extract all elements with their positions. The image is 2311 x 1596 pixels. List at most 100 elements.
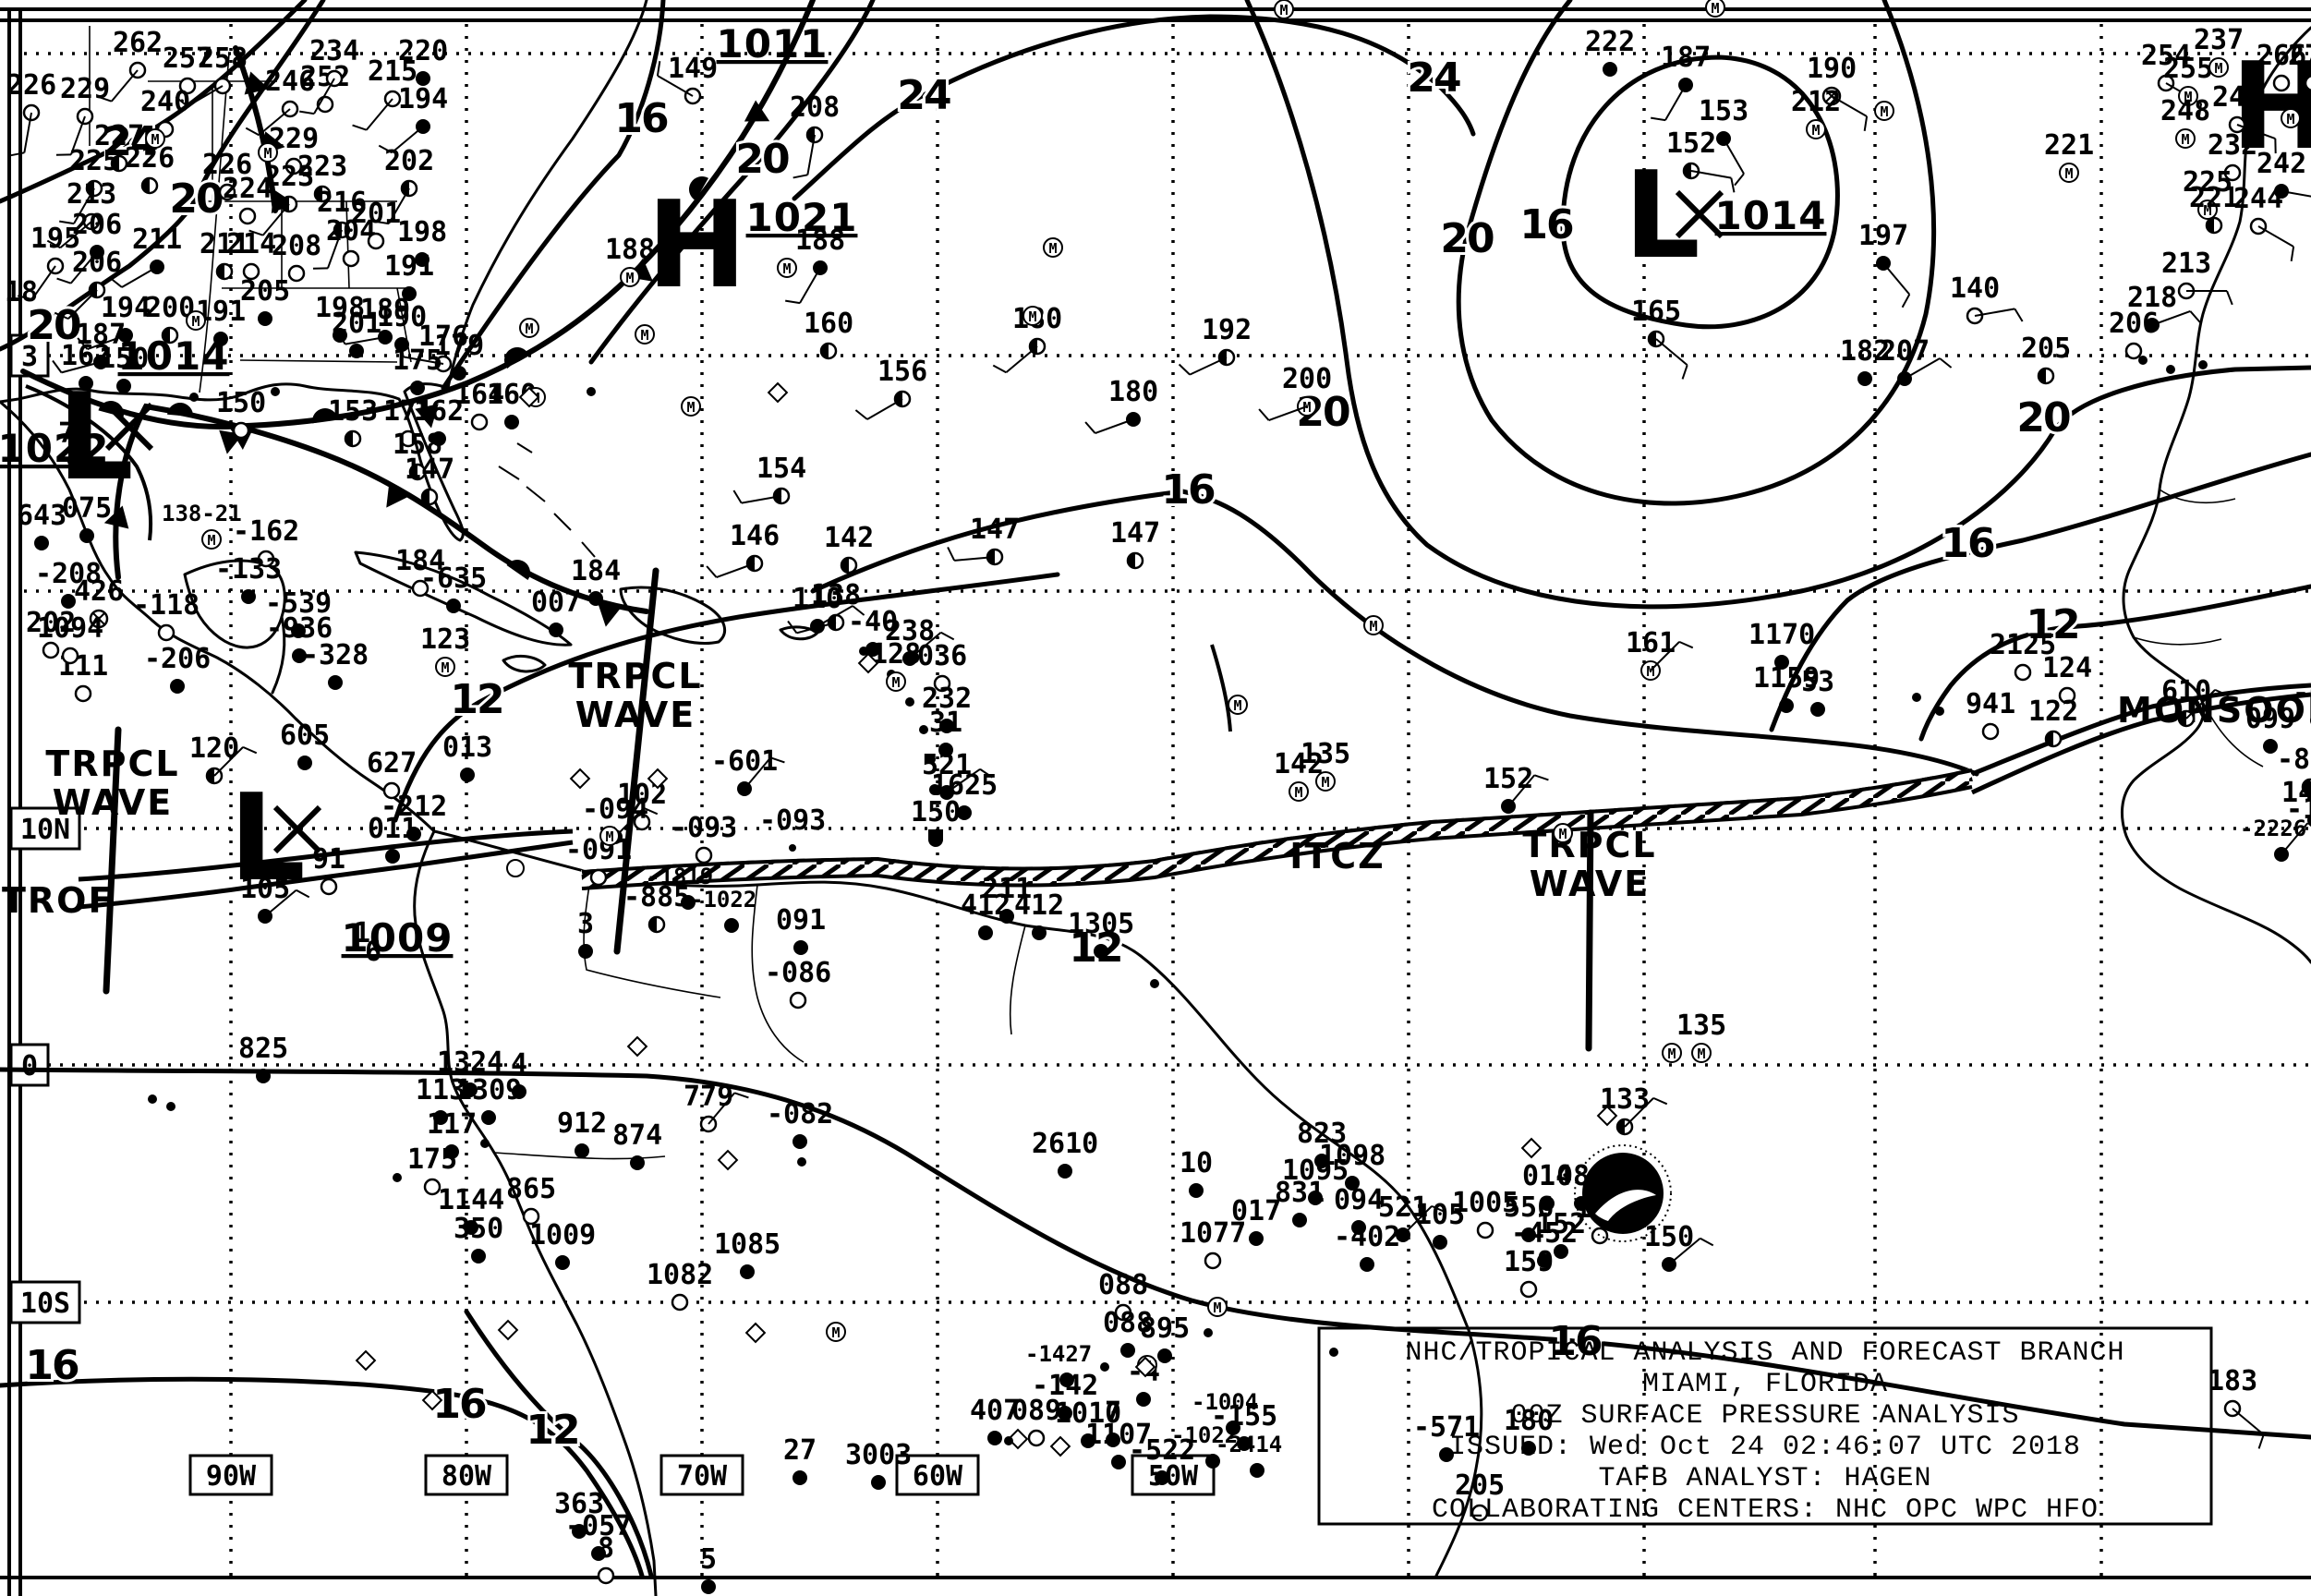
- station-value: 262: [113, 27, 163, 59]
- station-plot: 149: [656, 53, 718, 105]
- noaa-seagull-icon: [1595, 1190, 1656, 1221]
- station-plot: -936: [266, 612, 333, 663]
- itcz-band: [581, 768, 1975, 890]
- missing-data-icon: M: [186, 310, 206, 331]
- station-value: -1022: [690, 887, 756, 913]
- station-value: 089: [1011, 1395, 1061, 1427]
- title-block-border: [1317, 1326, 2213, 1526]
- station-plot: -452: [1511, 1217, 1578, 1268]
- station-plot: 225 M: [2183, 166, 2232, 220]
- station-plot: 122: [2028, 695, 2078, 748]
- station-plot: 154: [732, 453, 806, 505]
- station-plot: 941: [1966, 688, 2015, 741]
- station-value: 610: [2161, 675, 2211, 707]
- map-frame: [0, 7, 2311, 1596]
- station-value: 206: [72, 247, 122, 279]
- diamond-marker-icon: [1520, 1137, 1543, 1159]
- station-value: 234: [309, 35, 359, 67]
- station-plot: 017: [1231, 1195, 1281, 1246]
- svg-text:M: M: [831, 1324, 840, 1341]
- station-value: 182: [1840, 335, 1890, 368]
- station-value: -082: [767, 1098, 833, 1130]
- diamond-marker-icon: [497, 1319, 519, 1341]
- station-value: 1625: [931, 769, 998, 802]
- station-value: 206: [72, 209, 122, 241]
- station-plot: 831: [1275, 1177, 1325, 1227]
- station-value: 627: [367, 747, 417, 780]
- diamond-marker-icon: [1134, 1356, 1156, 1378]
- station-value: 156: [877, 356, 927, 388]
- station-plot: 180: [1084, 376, 1158, 434]
- station-value: 208: [272, 230, 321, 262]
- station-plot: 202: [374, 145, 434, 225]
- station-plot: 234: [299, 35, 359, 115]
- station-value: 150: [911, 796, 961, 828]
- station-value: 194: [398, 83, 448, 115]
- station-value: 150: [99, 343, 149, 375]
- station-plot: 142: [824, 522, 874, 574]
- center-cross-icon: [272, 804, 322, 854]
- isobar-label-20: 20: [27, 302, 80, 349]
- station-plot: 142 M: [1274, 748, 1324, 802]
- noaa-text: NOAA: [1590, 1167, 1656, 1189]
- dot-marker-icon: [166, 1102, 175, 1111]
- station-plot: 223: [297, 151, 347, 203]
- svg-text:0: 0: [21, 1050, 38, 1082]
- station-value: 18: [5, 276, 38, 308]
- station-plot: 6: [365, 936, 381, 968]
- station-plot: 223: [248, 161, 314, 236]
- station-value: 192: [1202, 314, 1252, 346]
- station-plot: 180: [1504, 1405, 1554, 1456]
- missing-data-icon: M: [1207, 1297, 1228, 1317]
- station-plot: 224: [223, 173, 272, 225]
- station-value: 214: [226, 228, 276, 260]
- station-plot: 007: [531, 586, 581, 637]
- station-value: 190: [377, 301, 427, 333]
- tropical-wave-axes: [103, 567, 1594, 1052]
- station-plot: 140: [1950, 272, 2024, 325]
- station-value: 162: [414, 395, 464, 428]
- station-value: 1107: [1085, 1419, 1152, 1451]
- station-value: 274: [2288, 40, 2311, 72]
- noaa-logo: NOAA: [1574, 1144, 1672, 1242]
- station-plot: 1324: [437, 1046, 503, 1097]
- station-plot: -571: [1413, 1411, 1480, 1462]
- dot-marker-icon: [393, 1173, 402, 1182]
- station-plot: 232: [2208, 129, 2257, 182]
- station-value: 238: [885, 615, 935, 647]
- svg-text:70W: 70W: [677, 1460, 728, 1493]
- dot-marker-icon: [480, 1139, 490, 1148]
- station-value: 135: [1676, 1010, 1726, 1042]
- station-value: 017: [1231, 1195, 1281, 1227]
- station-value: -133: [215, 553, 282, 586]
- station-value: 202: [384, 145, 434, 177]
- station-value: -452: [1511, 1217, 1578, 1250]
- title-block-line: NHC/TROPICAL ANALYSIS AND FORECAST BRANC…: [1405, 1337, 2124, 1369]
- station-value: 013: [442, 732, 492, 764]
- station-value: 147: [970, 514, 1020, 546]
- station-value: 27: [783, 1434, 817, 1467]
- station-value: 7: [1105, 1396, 1121, 1429]
- station-plot: 147: [405, 453, 454, 506]
- station-value: -885: [623, 881, 690, 913]
- station-value: 189: [360, 294, 410, 326]
- station-plot: 1107: [1085, 1419, 1152, 1469]
- missing-data-icon: M: [1043, 237, 1063, 258]
- station-plot: 221 M: [2044, 129, 2094, 183]
- station-value: 941: [1966, 688, 2015, 720]
- station-plot: 088: [1098, 1269, 1148, 1322]
- station-plot: 202: [26, 607, 76, 659]
- missing-data-icon: M: [1274, 0, 1294, 19]
- station-value: 31: [929, 707, 962, 739]
- trof-axis: [78, 828, 574, 910]
- station-value: 823: [1297, 1118, 1347, 1150]
- station-plot: 237 M: [2194, 24, 2244, 78]
- station-plots: 262 2572582462522342152201942402292262252…: [5, 0, 2311, 1594]
- station-plot: 214: [226, 228, 276, 281]
- station-plot: 188: [785, 224, 845, 305]
- station-plot: 1085: [714, 1228, 780, 1279]
- diamond-marker-icon: [857, 652, 879, 674]
- station-value: 255: [2163, 53, 2213, 85]
- station-value: 117: [427, 1108, 477, 1141]
